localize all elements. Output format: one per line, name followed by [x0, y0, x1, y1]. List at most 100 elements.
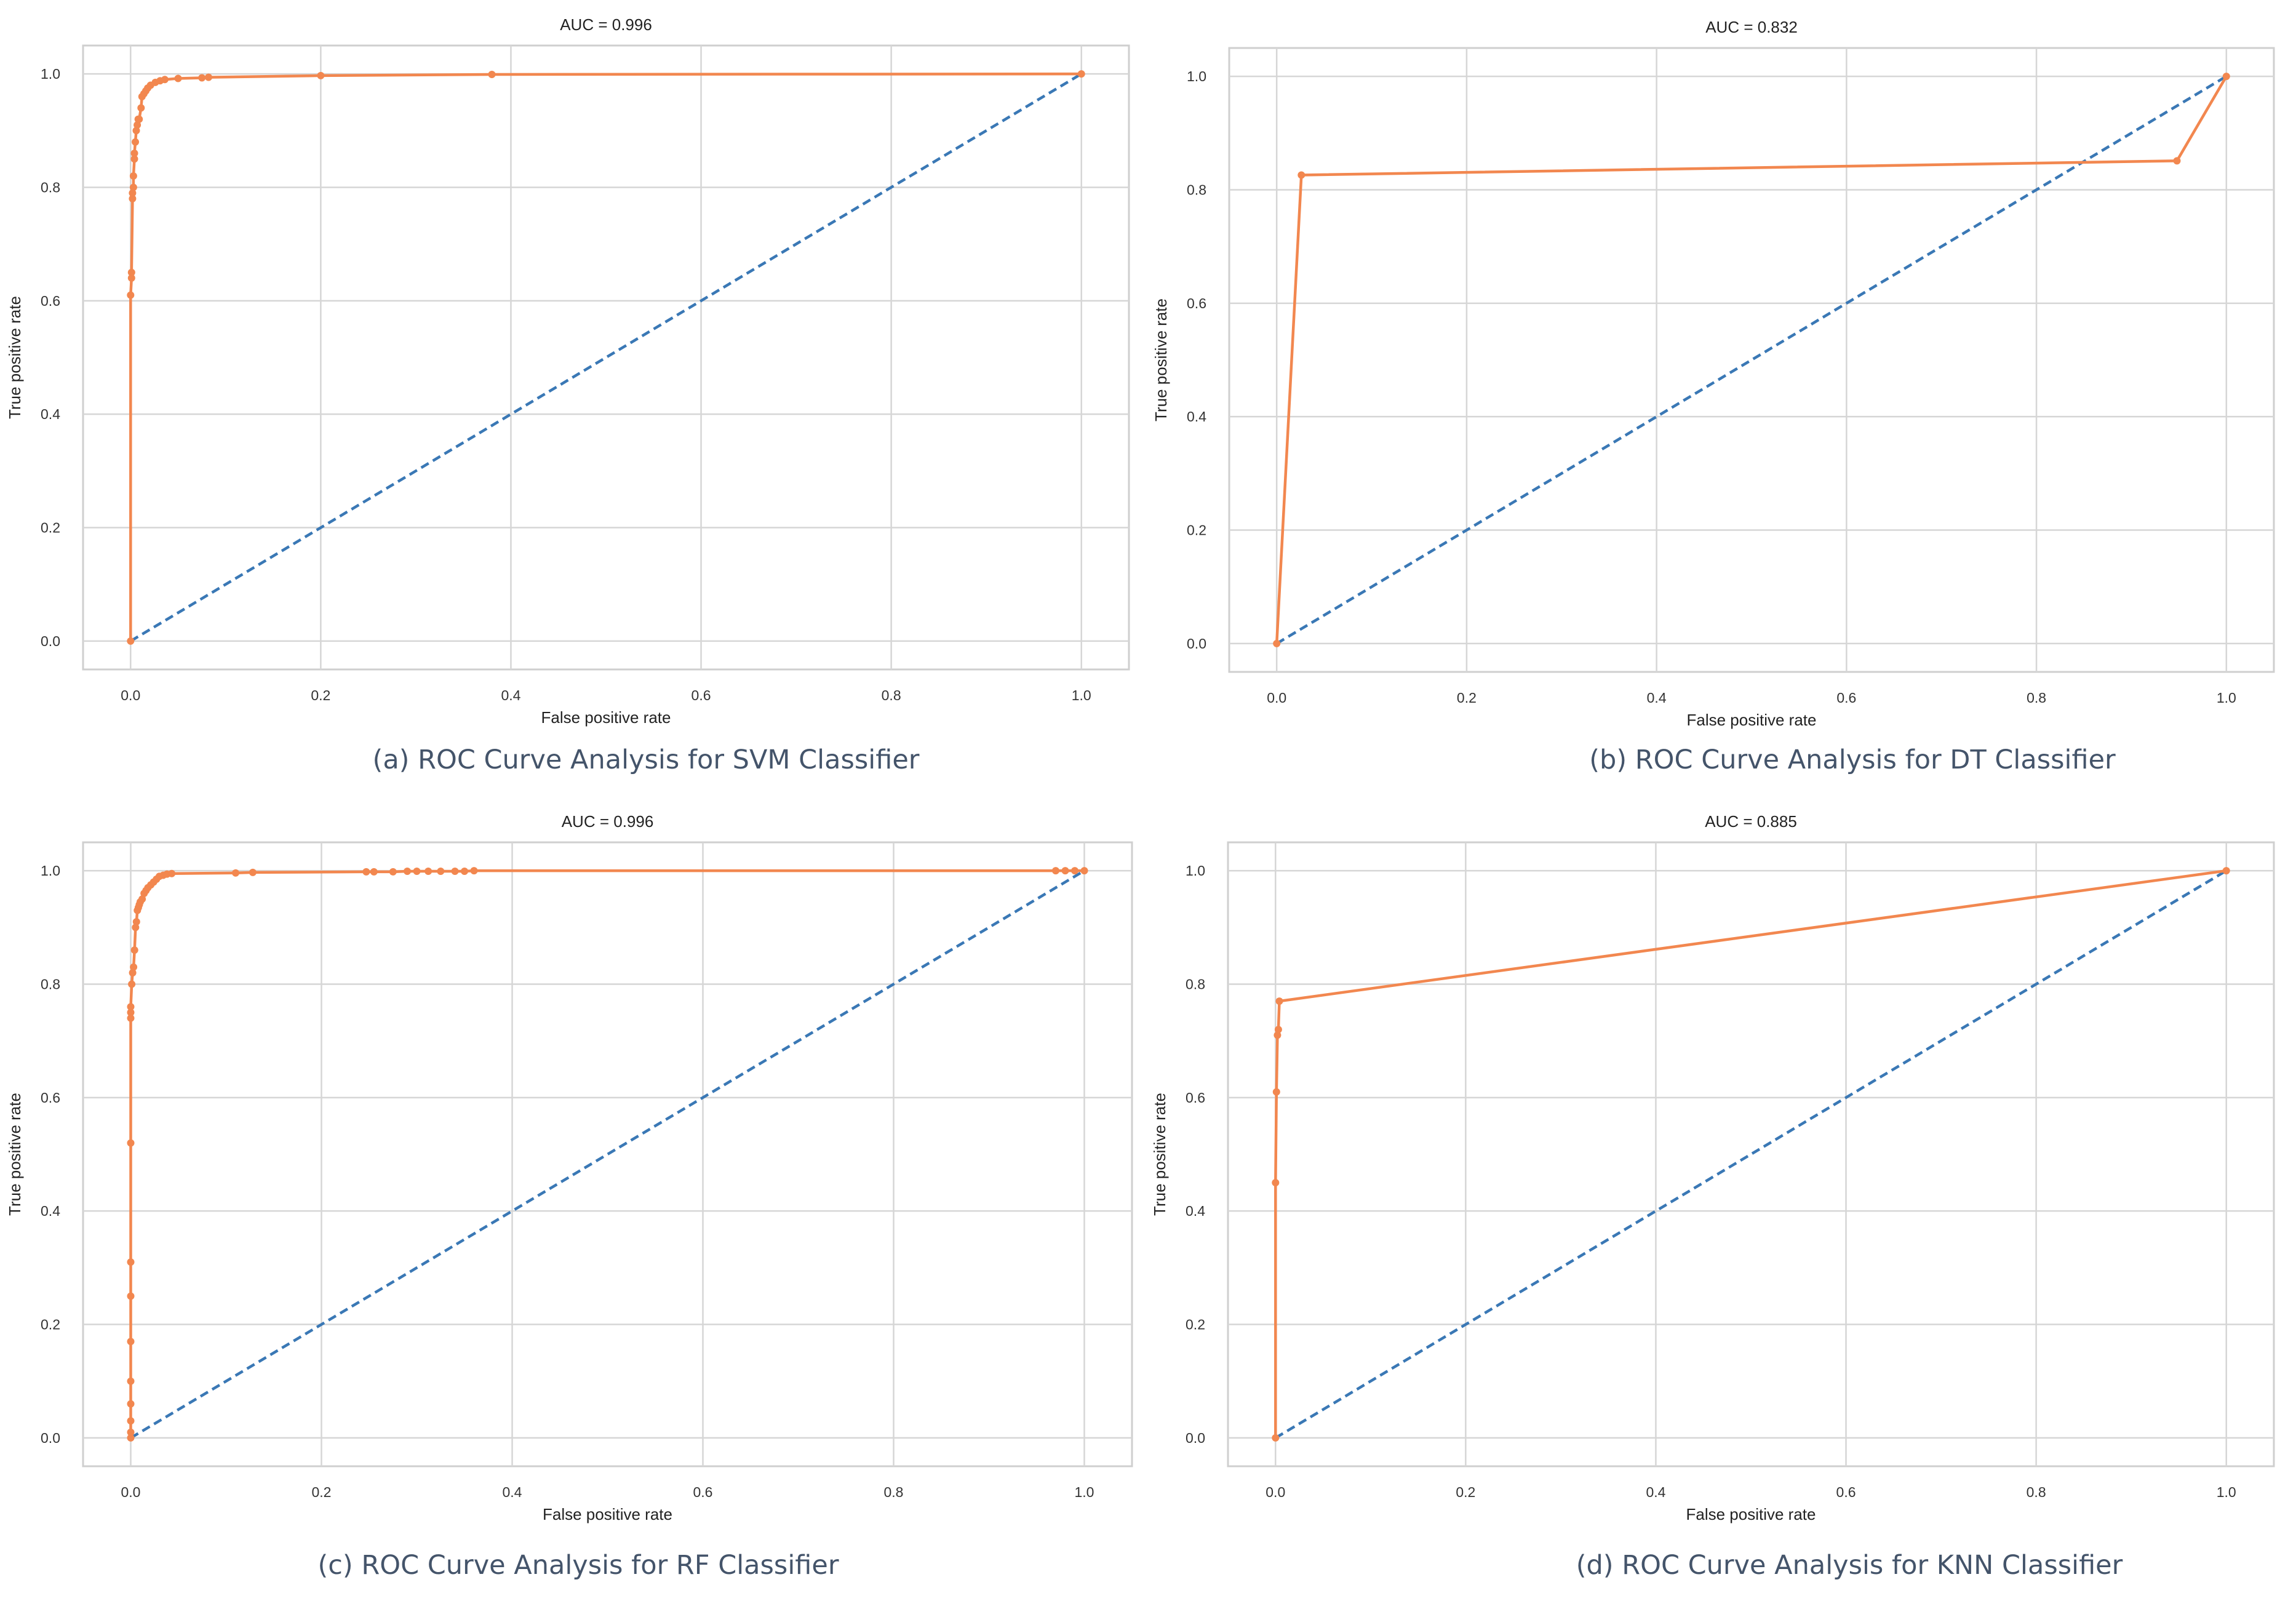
roc-point	[132, 924, 140, 932]
figure-caption-a: (a) ROC Curve Analysis for SVM Classifie…	[372, 745, 920, 775]
x-tick-label: 0.4	[1647, 690, 1667, 706]
x-tick-label: 0.0	[1267, 690, 1286, 706]
roc-point	[138, 895, 146, 903]
x-tick-label: 0.2	[312, 1484, 332, 1500]
y-tick-label: 0.8	[41, 179, 60, 195]
roc-point	[1272, 1088, 1280, 1096]
roc-point	[128, 980, 136, 988]
chance-diagonal-line	[130, 869, 1085, 1439]
y-tick-label: 0.2	[41, 1317, 60, 1333]
x-axis-label: False positive rate	[541, 708, 671, 727]
roc-panel-rf: 0.0 0.2 0.4 0.6 0.8 1.0 0.0 0.2 0.4 0.6 0.8 1.0 AUC …	[0, 800, 1148, 1601]
roc-point	[127, 1400, 135, 1408]
x-tick-label: 0.4	[503, 1484, 522, 1500]
roc-point	[161, 76, 169, 84]
roc-point	[137, 104, 145, 112]
chance-diagonal-line	[1276, 75, 2227, 645]
roc-chart-svm: 0.0 0.2 0.4 0.6 0.8 1.0 0.0 0.2 0.4 0.6 0.8 1.0 AUC …	[6, 15, 1130, 727]
roc-point	[174, 74, 182, 82]
y-tick-label: 0.2	[1186, 1317, 1205, 1333]
y-tick-label: 0.0	[1186, 1430, 1205, 1446]
y-tick-label: 0.6	[1187, 295, 1206, 311]
roc-point	[127, 637, 135, 645]
auc-title: AUC = 0.832	[1705, 18, 1798, 36]
roc-point	[2222, 73, 2230, 81]
y-tick-label: 0.6	[1186, 1090, 1205, 1106]
y-tick-label: 0.2	[41, 520, 60, 536]
x-tick-label: 0.6	[1836, 690, 1856, 706]
roc-point	[1061, 867, 1069, 875]
roc-point	[129, 183, 137, 191]
roc-panel-svm: 0.0 0.2 0.4 0.6 0.8 1.0 0.0 0.2 0.4 0.6 0.8 1.0 AUC …	[0, 0, 1148, 800]
roc-point	[1297, 171, 1305, 179]
y-axis-label: True positive rate	[1152, 298, 1170, 421]
roc-point	[389, 868, 397, 876]
x-axis-label: False positive rate	[1687, 711, 1817, 729]
roc-point	[134, 121, 142, 129]
roc-point	[404, 868, 411, 875]
roc-point	[130, 155, 138, 163]
auc-title: AUC = 0.885	[1705, 812, 1797, 831]
roc-point	[249, 868, 257, 876]
roc-point	[127, 1014, 135, 1022]
x-tick-label: 1.0	[2217, 1484, 2236, 1500]
roc-curve-line	[1275, 75, 2228, 644]
auc-title: AUC = 0.996	[562, 812, 654, 831]
roc-point	[1071, 867, 1078, 875]
roc-point	[1080, 867, 1088, 875]
roc-point	[127, 1377, 135, 1385]
roc-panel-dt: 0.0 0.2 0.4 0.6 0.8 1.0 0.0 0.2 0.4 0.6 0.8 1.0 AUC …	[1148, 0, 2296, 800]
chance-diagonal-line	[130, 73, 1082, 642]
y-tick-label: 0.6	[41, 293, 60, 309]
roc-point	[1077, 70, 1085, 78]
x-tick-label: 0.6	[1836, 1484, 1856, 1500]
roc-point	[127, 1428, 135, 1436]
roc-point	[1274, 1026, 1282, 1034]
roc-panel-knn: 0.0 0.2 0.4 0.6 0.8 1.0 0.0 0.2 0.4 0.6 0.8 1.0 AUC …	[1148, 800, 2296, 1601]
roc-point	[129, 969, 137, 976]
auc-title: AUC = 0.996	[560, 15, 652, 34]
y-axis-label: True positive rate	[6, 1093, 24, 1216]
roc-chart-knn: 0.0 0.2 0.4 0.6 0.8 1.0 0.0 0.2 0.4 0.6 0.8 1.0 AUC …	[1150, 812, 2275, 1523]
roc-point	[130, 150, 138, 158]
y-tick-label: 1.0	[1187, 68, 1206, 84]
x-tick-label: 0.8	[884, 1484, 904, 1500]
y-axis-label: True positive rate	[6, 296, 24, 419]
figure-caption-b: (b) ROC Curve Analysis for DT Classifier	[1589, 745, 2116, 775]
y-tick-label: 0.8	[41, 976, 60, 992]
x-tick-label: 0.0	[121, 1484, 141, 1500]
x-tick-label: 0.2	[1457, 690, 1477, 706]
roc-point	[127, 1139, 135, 1147]
x-axis-label: False positive rate	[1686, 1505, 1816, 1523]
y-tick-label: 0.4	[41, 406, 60, 422]
y-tick-label: 1.0	[41, 66, 60, 82]
roc-point	[132, 138, 139, 146]
x-tick-label: 1.0	[2217, 690, 2236, 706]
y-tick-label: 1.0	[1186, 863, 1205, 879]
y-tick-label: 1.0	[41, 863, 60, 879]
roc-point	[1272, 1434, 1280, 1442]
roc-point	[132, 127, 140, 135]
x-tick-label: 1.0	[1075, 1484, 1094, 1500]
roc-point	[232, 869, 239, 877]
roc-point	[1273, 639, 1281, 647]
roc-point	[127, 268, 135, 276]
roc-point	[130, 946, 138, 954]
roc-point	[127, 1292, 135, 1300]
x-tick-label: 0.6	[693, 1484, 713, 1500]
y-axis-label: True positive rate	[1150, 1093, 1169, 1216]
roc-point	[413, 868, 421, 875]
x-axis-label: False positive rate	[543, 1505, 672, 1523]
y-tick-label: 0.4	[41, 1203, 60, 1219]
x-tick-label: 0.6	[692, 687, 711, 703]
x-tick-label: 0.4	[501, 687, 520, 703]
x-tick-label: 0.8	[882, 687, 901, 703]
roc-point	[198, 74, 206, 82]
figure-caption-c: (c) ROC Curve Analysis for RF Classifier	[317, 1550, 839, 1581]
roc-point	[2173, 157, 2181, 165]
y-tick-label: 0.0	[41, 1430, 60, 1446]
x-tick-label: 0.8	[2027, 1484, 2046, 1500]
roc-point	[2222, 867, 2230, 875]
roc-point	[168, 869, 176, 877]
x-tick-label: 0.0	[121, 687, 140, 703]
